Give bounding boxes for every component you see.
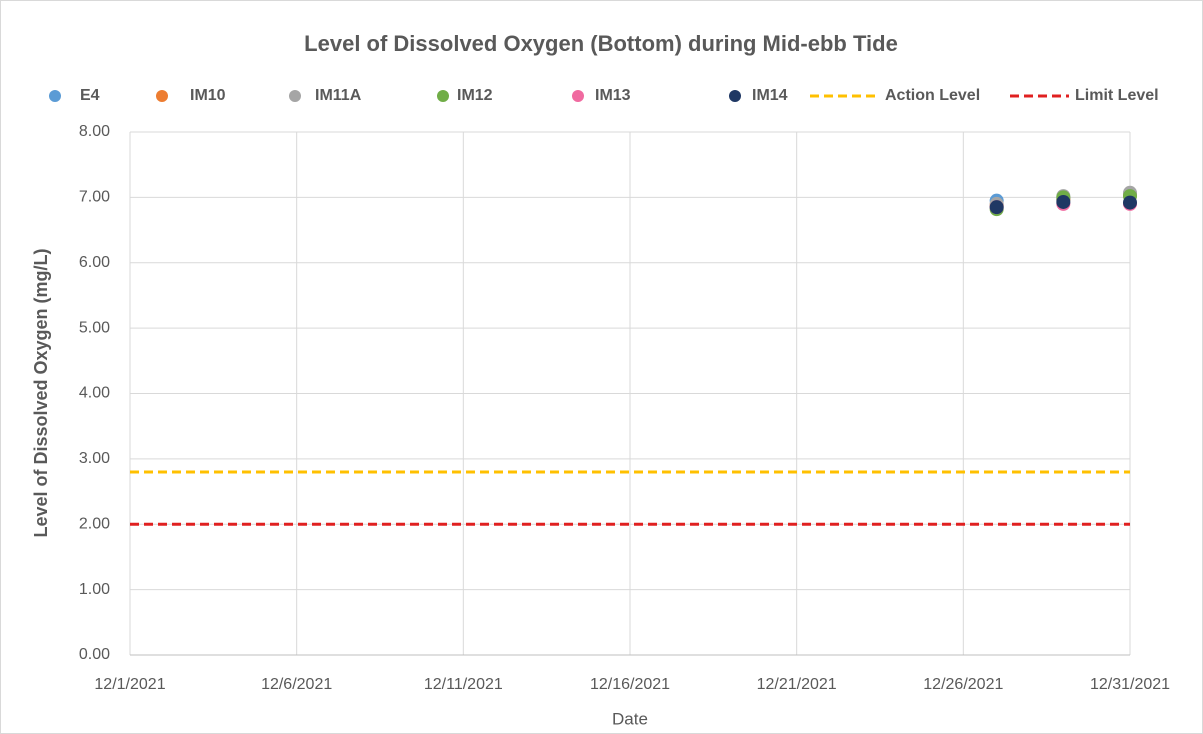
legend-label: IM11A bbox=[315, 87, 362, 104]
legend-marker bbox=[572, 90, 584, 102]
y-tick-label: 4.00 bbox=[79, 385, 110, 402]
legend-marker bbox=[729, 90, 741, 102]
x-tick-label: 12/6/2021 bbox=[261, 676, 332, 693]
data-point bbox=[1056, 194, 1071, 209]
legend-label: Limit Level bbox=[1075, 87, 1159, 104]
legend-label: E4 bbox=[80, 87, 100, 104]
y-tick-label: 6.00 bbox=[79, 254, 110, 271]
y-tick-label: 7.00 bbox=[79, 189, 110, 206]
legend-marker bbox=[437, 90, 449, 102]
data-point bbox=[989, 200, 1004, 215]
y-tick-label: 5.00 bbox=[79, 319, 110, 336]
x-tick-label: 12/31/2021 bbox=[1090, 676, 1170, 693]
legend-marker bbox=[156, 90, 168, 102]
y-tick-label: 0.00 bbox=[79, 646, 110, 663]
y-tick-label: 1.00 bbox=[79, 581, 110, 598]
legend-label: Action Level bbox=[885, 87, 980, 104]
y-tick-label: 8.00 bbox=[79, 123, 110, 140]
x-tick-label: 12/16/2021 bbox=[590, 676, 670, 693]
chart-title: Level of Dissolved Oxygen (Bottom) durin… bbox=[304, 31, 898, 56]
y-axis-label: Level of Dissolved Oxygen (mg/L) bbox=[31, 248, 51, 537]
data-point bbox=[1123, 195, 1137, 210]
x-tick-label: 12/11/2021 bbox=[424, 676, 503, 693]
legend-label: IM14 bbox=[752, 87, 788, 104]
legend-label: IM13 bbox=[595, 87, 631, 104]
x-tick-label: 12/26/2021 bbox=[923, 676, 1003, 693]
x-tick-label: 12/21/2021 bbox=[757, 676, 837, 693]
legend-marker bbox=[49, 90, 61, 102]
y-tick-label: 3.00 bbox=[79, 450, 110, 467]
x-axis-label: Date bbox=[612, 709, 648, 728]
y-tick-label: 2.00 bbox=[79, 515, 110, 532]
x-tick-label: 12/1/2021 bbox=[94, 676, 165, 693]
legend-marker bbox=[289, 90, 301, 102]
legend-label: IM12 bbox=[457, 87, 493, 104]
legend-label: IM10 bbox=[190, 87, 226, 104]
